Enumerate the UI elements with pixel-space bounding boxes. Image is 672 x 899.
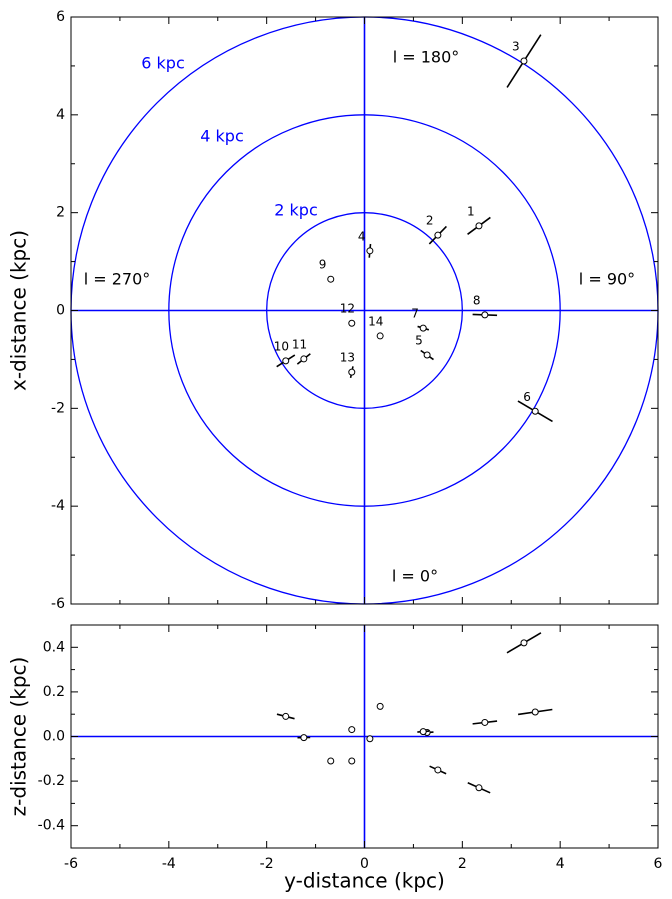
x-tick-label: 0 bbox=[360, 856, 369, 872]
y-axis-title: x-distance (kpc) bbox=[7, 230, 31, 391]
ring-label: 4 kpc bbox=[200, 127, 243, 146]
ring-label: 2 kpc bbox=[274, 201, 317, 220]
y-tick-label: 0.2 bbox=[43, 684, 65, 700]
point bbox=[434, 766, 442, 774]
point bbox=[376, 332, 384, 340]
point bbox=[531, 407, 539, 415]
point bbox=[520, 639, 528, 647]
point bbox=[282, 712, 290, 720]
point bbox=[282, 357, 290, 365]
point bbox=[366, 247, 374, 255]
point bbox=[434, 231, 442, 239]
point bbox=[366, 735, 374, 743]
point-label: 4 bbox=[358, 229, 366, 243]
point-label: 3 bbox=[512, 40, 520, 54]
point-label: 11 bbox=[292, 337, 307, 351]
annotation: l = 90° bbox=[579, 270, 635, 289]
x-tick-label: -6 bbox=[64, 856, 78, 872]
point bbox=[475, 784, 483, 792]
annotation: l = 270° bbox=[84, 270, 151, 289]
point bbox=[481, 311, 489, 319]
y-tick-label: 4 bbox=[56, 107, 65, 123]
annotation: l = 0° bbox=[392, 567, 438, 586]
y-tick-label: 2 bbox=[56, 205, 65, 221]
point-label: 2 bbox=[426, 214, 434, 228]
y-tick-label: -6 bbox=[51, 596, 65, 612]
y-tick-label: -0.4 bbox=[38, 818, 65, 834]
point-label: 13 bbox=[340, 351, 355, 365]
point-label: 10 bbox=[274, 339, 289, 353]
point bbox=[327, 275, 335, 283]
point bbox=[419, 324, 427, 332]
y-axis-title: z-distance (kpc) bbox=[7, 657, 31, 817]
point-label: 14 bbox=[368, 314, 383, 328]
y-tick-label: -2 bbox=[51, 400, 65, 416]
ring-label: 6 kpc bbox=[141, 54, 184, 73]
point-label: 1 bbox=[467, 204, 475, 218]
point bbox=[376, 702, 384, 710]
point bbox=[348, 757, 356, 765]
point-label: 5 bbox=[415, 334, 423, 348]
point bbox=[348, 319, 356, 327]
x-tick-label: -4 bbox=[162, 856, 176, 872]
point bbox=[300, 355, 308, 363]
y-tick-label: 6 bbox=[56, 9, 65, 25]
point bbox=[348, 726, 356, 734]
point-label: 7 bbox=[411, 307, 419, 321]
point bbox=[423, 351, 431, 359]
y-tick-label: -4 bbox=[51, 498, 65, 514]
x-tick-label: 4 bbox=[556, 856, 565, 872]
point-label: 8 bbox=[473, 293, 481, 307]
point bbox=[481, 718, 489, 726]
point bbox=[419, 728, 427, 736]
point-label: 12 bbox=[340, 302, 355, 316]
point bbox=[300, 734, 308, 742]
y-tick-label: -0.2 bbox=[38, 773, 65, 789]
x-tick-label: 6 bbox=[654, 856, 663, 872]
point bbox=[327, 757, 335, 765]
x-axis-title: y-distance (kpc) bbox=[284, 869, 445, 893]
annotation: l = 180° bbox=[393, 48, 460, 67]
y-tick-label: 0 bbox=[56, 303, 65, 319]
point-label: 6 bbox=[523, 390, 531, 404]
point bbox=[348, 368, 356, 376]
y-tick-label: 0.0 bbox=[43, 729, 65, 745]
point bbox=[475, 222, 483, 230]
y-tick-label: 0.4 bbox=[43, 639, 65, 655]
x-tick-label: 2 bbox=[458, 856, 467, 872]
point bbox=[520, 57, 528, 65]
x-tick-label: -2 bbox=[260, 856, 274, 872]
point-label: 9 bbox=[319, 258, 327, 272]
point bbox=[531, 708, 539, 716]
